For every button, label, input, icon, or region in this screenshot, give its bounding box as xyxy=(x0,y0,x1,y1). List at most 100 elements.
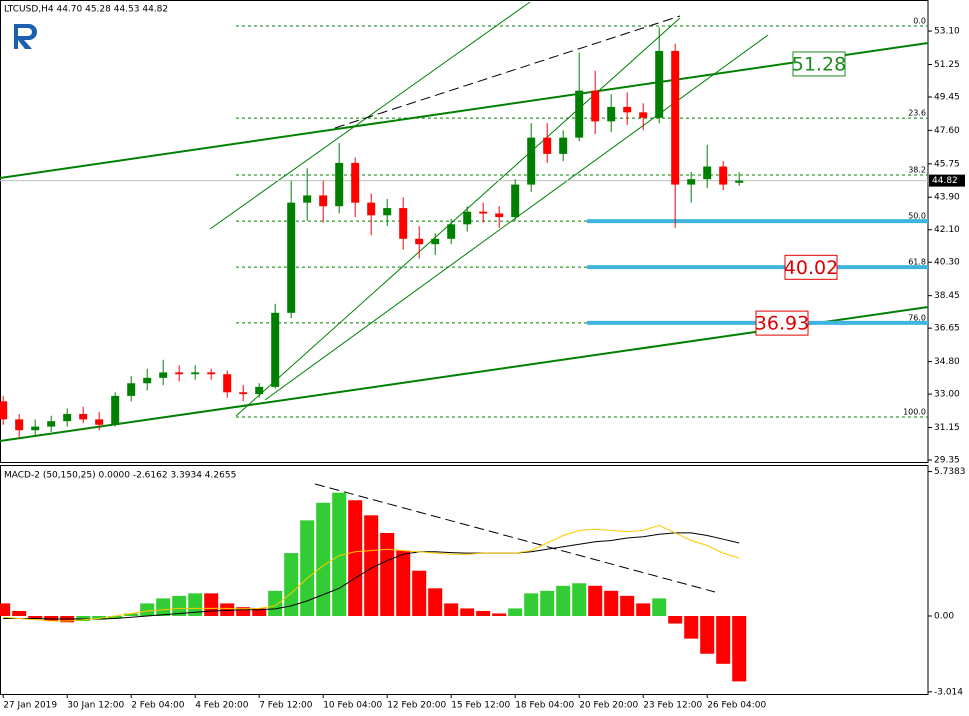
candle-body xyxy=(223,374,232,393)
histogram-bar xyxy=(252,608,267,616)
candle-body xyxy=(559,137,568,154)
y-tick-label: 40.30 xyxy=(934,258,960,268)
candle-body xyxy=(367,202,376,216)
callout-box xyxy=(792,51,846,77)
x-tick-label: 27 Jan 2019 xyxy=(3,701,57,711)
signal-line xyxy=(3,524,740,622)
last-price-label: 44.82 xyxy=(932,176,958,186)
callout-label: 40.02 xyxy=(784,257,838,279)
candle-body xyxy=(143,377,152,384)
candle-body xyxy=(287,202,296,313)
histogram-bar xyxy=(204,593,219,616)
callout-box xyxy=(755,310,809,336)
histogram-bar xyxy=(12,610,27,616)
x-tick-label: 18 Feb 04:00 xyxy=(515,701,574,711)
candle-body xyxy=(79,413,88,420)
histogram-bar xyxy=(540,590,555,616)
y-tick-label: 5.7383 xyxy=(934,467,966,477)
candle-body xyxy=(319,195,328,207)
histogram-bar xyxy=(508,608,523,616)
histogram-bar xyxy=(412,570,427,616)
candle-body xyxy=(15,419,24,431)
candle-body xyxy=(255,386,264,395)
candle-body xyxy=(735,180,744,183)
y-tick-label: 36.65 xyxy=(934,324,960,334)
callout-label: 36.93 xyxy=(755,313,809,335)
fib-label: 100.0 xyxy=(903,408,926,417)
fib-label: 76.0 xyxy=(908,313,926,322)
histogram-bar xyxy=(156,598,171,616)
histogram-bar xyxy=(124,613,139,616)
candle-body xyxy=(703,166,712,180)
histogram-bar xyxy=(220,603,235,616)
y-tick-label: 47.60 xyxy=(934,126,960,136)
histogram-bar xyxy=(716,615,731,664)
histogram-bar xyxy=(268,590,283,616)
candle-body xyxy=(95,419,104,425)
candle-body xyxy=(543,137,552,154)
candle-body xyxy=(239,392,248,395)
candle-body xyxy=(63,413,72,422)
y-tick-label: 34.80 xyxy=(934,357,960,367)
candle-body xyxy=(383,208,392,216)
histogram-bar xyxy=(364,515,379,616)
histogram-bar xyxy=(300,520,315,616)
x-tick-label: 2 Feb 04:00 xyxy=(131,701,185,711)
histogram-bar xyxy=(684,615,699,639)
candle-body xyxy=(687,179,696,185)
y-tick-label: 53.10 xyxy=(934,27,960,37)
fib-label: 0.0 xyxy=(913,17,926,26)
y-tick-label: 51.25 xyxy=(934,60,960,70)
histogram-bar xyxy=(380,532,395,616)
histogram-bar xyxy=(444,603,459,616)
histogram-bar xyxy=(28,615,43,619)
candle-body xyxy=(511,184,520,218)
x-tick-label: 15 Feb 12:00 xyxy=(451,701,510,711)
candle-body xyxy=(47,421,56,427)
candle-body xyxy=(303,195,312,203)
signal-line xyxy=(3,532,740,620)
histogram-bar xyxy=(0,603,11,616)
callout-label: 51.28 xyxy=(792,53,846,75)
histogram-bar xyxy=(108,615,123,619)
y-tick-label: -3.014 xyxy=(934,687,963,697)
histogram-bar xyxy=(732,615,747,682)
fib-label: 23.6 xyxy=(908,109,926,118)
histogram-bar xyxy=(476,610,491,616)
candle-body xyxy=(463,211,472,225)
candle-body xyxy=(159,372,168,378)
candle-body xyxy=(399,208,408,239)
candle-body xyxy=(207,372,216,375)
y-tick-label: 49.45 xyxy=(934,92,960,102)
callout-box xyxy=(784,254,838,280)
histogram-bar xyxy=(140,603,155,616)
histogram-bar xyxy=(188,593,203,616)
x-tick-label: 4 Feb 20:00 xyxy=(195,701,249,711)
x-tick-label: 10 Feb 04:00 xyxy=(323,701,382,711)
price-panel xyxy=(0,0,929,463)
logo xyxy=(14,24,37,49)
histogram-bar xyxy=(572,583,587,616)
fib-label: 38.2 xyxy=(908,166,926,175)
candle-body xyxy=(719,166,728,185)
candle-body xyxy=(623,106,632,113)
y-tick-label: 38.45 xyxy=(934,291,960,301)
candle-body xyxy=(527,137,536,185)
histogram-bar xyxy=(316,502,331,616)
y-tick-label: 0.00 xyxy=(934,611,954,621)
candle-body xyxy=(671,50,680,185)
histogram-bar xyxy=(492,613,507,616)
macd-panel xyxy=(0,465,929,695)
histogram-bar xyxy=(556,585,571,616)
candle-body xyxy=(447,224,456,239)
histogram-bar xyxy=(668,615,683,624)
x-tick-label: 20 Feb 20:00 xyxy=(579,701,638,711)
histogram-bar xyxy=(332,492,347,616)
candle-body xyxy=(495,213,504,218)
candle-body xyxy=(0,401,8,420)
histogram-bar xyxy=(172,595,187,616)
candle-body xyxy=(415,238,424,245)
candle-body xyxy=(31,426,40,431)
